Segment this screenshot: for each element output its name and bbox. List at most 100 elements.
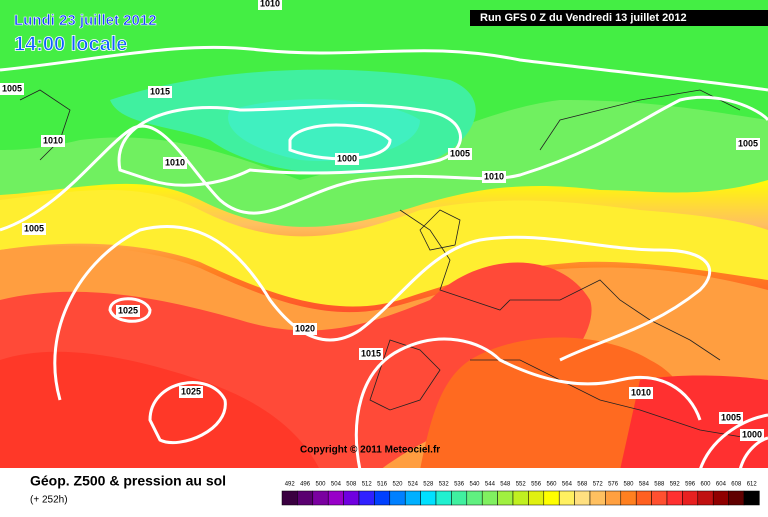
scale-label: 604 <box>716 482 727 488</box>
run-info: Run GFS 0 Z du Vendredi 13 juillet 2012 <box>480 12 687 24</box>
isobar-label: 1015 <box>150 86 170 96</box>
scale-swatch <box>697 490 714 506</box>
scale-swatch <box>743 490 760 506</box>
scale-label: 564 <box>562 482 573 488</box>
isobar-label-bg <box>448 148 472 160</box>
scale-label: 588 <box>654 482 665 488</box>
isobar-label: 1005 <box>738 138 758 148</box>
scale-swatch <box>666 490 683 506</box>
isobar-label: 1020 <box>295 323 315 333</box>
isobar-label: 1025 <box>181 386 201 396</box>
isobar-label: 1005 <box>2 83 22 93</box>
isobar-label-bg <box>740 429 764 441</box>
isobar-label: 1025 <box>118 305 138 315</box>
scale-label: 568 <box>577 482 588 488</box>
map-area <box>0 0 768 471</box>
scale-swatch <box>281 490 298 506</box>
scale-label: 596 <box>685 482 696 488</box>
scale-label: 556 <box>531 482 542 488</box>
scale-label: 540 <box>469 482 480 488</box>
scale-label: 560 <box>546 482 557 488</box>
isobar-label: 1005 <box>450 148 470 158</box>
scale-label: 612 <box>747 482 758 488</box>
scale-label: 600 <box>700 482 711 488</box>
scale-swatch <box>605 490 622 506</box>
scale-label: 592 <box>670 482 681 488</box>
isobar-label-bg <box>0 83 24 95</box>
scale-swatch <box>358 490 375 506</box>
scale-label: 548 <box>500 482 511 488</box>
scale-swatch <box>312 490 329 506</box>
forecast-date: Lundi 23 juillet 2012 <box>14 12 157 29</box>
isobar-label-bg <box>258 0 282 10</box>
footer-title: Géop. Z500 & pression au sol <box>30 473 226 489</box>
isobar-label: 1000 <box>742 429 762 439</box>
scale-swatch <box>620 490 637 506</box>
scale-label: 516 <box>377 482 388 488</box>
scale-swatch <box>543 490 560 506</box>
scale-label: 544 <box>485 482 496 488</box>
run-banner <box>470 10 768 26</box>
scale-label: 508 <box>346 482 357 488</box>
isobar-label: 1010 <box>165 157 185 167</box>
scale-swatch <box>528 490 545 506</box>
scale-swatch <box>374 490 391 506</box>
scale-swatch <box>682 490 699 506</box>
scale-swatch <box>497 490 514 506</box>
isobar-label-bg <box>359 348 383 360</box>
isobar-label-bg <box>293 323 317 335</box>
isobar-label-bg <box>148 86 172 98</box>
scale-label: 504 <box>331 482 342 488</box>
isobar-label-bg <box>163 157 187 169</box>
scale-label: 492 <box>285 482 296 488</box>
scale-swatch <box>435 490 452 506</box>
scale-label: 536 <box>454 482 465 488</box>
scale-label: 576 <box>608 482 619 488</box>
isobar-label-bg <box>41 135 65 147</box>
isobar-label: 1010 <box>260 0 280 8</box>
scale-swatch <box>420 490 437 506</box>
isobar-label-bg <box>629 387 653 399</box>
scale-label: 608 <box>731 482 742 488</box>
scale-swatch <box>466 490 483 506</box>
isobar-label-bg <box>22 223 46 235</box>
scale-label: 500 <box>315 482 326 488</box>
scale-swatch <box>728 490 745 506</box>
scale-label: 524 <box>408 482 419 488</box>
forecast-time: 14:00 locale <box>14 33 127 55</box>
scale-label: 520 <box>392 482 403 488</box>
isobar-label-bg <box>482 171 506 183</box>
isobar-label-bg <box>116 305 140 317</box>
scale-swatch <box>558 490 575 506</box>
scale-swatch <box>712 490 729 506</box>
isobar-label-bg <box>719 412 743 424</box>
scale-swatch <box>389 490 406 506</box>
scale-label: 528 <box>423 482 434 488</box>
scale-swatch <box>327 490 344 506</box>
scale-swatch <box>404 490 421 506</box>
scale-label: 572 <box>593 482 604 488</box>
scale-swatch <box>297 490 314 506</box>
isobar-label: 1010 <box>631 387 651 397</box>
isobar-label-bg <box>335 153 359 165</box>
scale-label: 580 <box>623 482 634 488</box>
isobar-label-bg <box>179 386 203 398</box>
footer-lead: (+ 252h) <box>30 495 68 506</box>
isobar-label: 1005 <box>24 223 44 233</box>
scale-label: 584 <box>639 482 650 488</box>
isobar-label: 1015 <box>361 348 381 358</box>
isobar-label: 1010 <box>43 135 63 145</box>
isobar-label: 1010 <box>484 171 504 181</box>
isobar-label: 1000 <box>337 153 357 163</box>
scale-swatch <box>512 490 529 506</box>
scale-label: 512 <box>362 482 373 488</box>
scale-label: 532 <box>439 482 450 488</box>
scale-label: 496 <box>300 482 311 488</box>
scale-swatch <box>343 490 360 506</box>
scale-swatch <box>635 490 652 506</box>
scale-swatch <box>481 490 498 506</box>
color-scale: 492 496 500 504 508 512 516 520 524 528 532 536 540 5… <box>281 482 760 506</box>
isobar-label: 1005 <box>721 412 741 422</box>
